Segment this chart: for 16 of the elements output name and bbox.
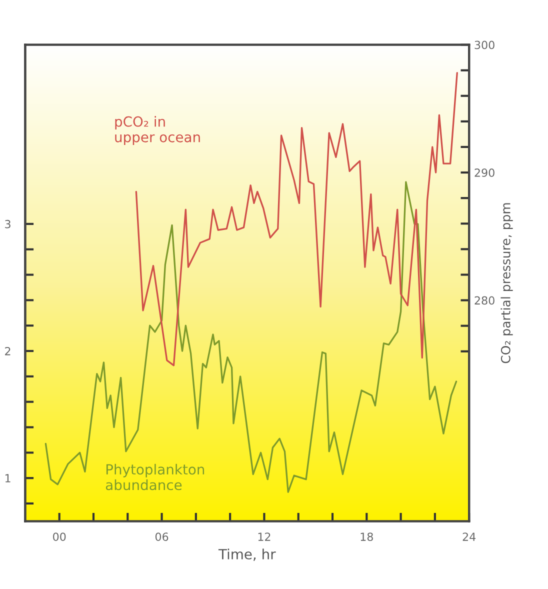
y2-tick-label: 280 <box>474 296 494 305</box>
text: pCO₂ in upper ocean <box>115 116 200 146</box>
series-label: Phytoplankton abundance <box>106 464 204 490</box>
x-tick-label: 18 <box>360 532 373 541</box>
y-tick-label: 2 <box>5 346 10 356</box>
x-tick-label: 06 <box>155 532 168 541</box>
y2-axis-title: CO₂ partial pressure, ppm <box>500 203 513 364</box>
y-tick-label: 3 <box>5 220 10 228</box>
x-axis-title: Time, hr <box>218 548 276 561</box>
y2-tick-label: 290 <box>474 168 494 177</box>
x-tick-label: 12 <box>258 532 270 541</box>
x-tick-label: 00 <box>53 532 66 541</box>
x-tick-label: 24 <box>462 532 476 541</box>
y-tick-label: 1 <box>5 474 10 482</box>
line-series <box>44 181 458 493</box>
y2-tick-label: 300 <box>474 40 494 50</box>
